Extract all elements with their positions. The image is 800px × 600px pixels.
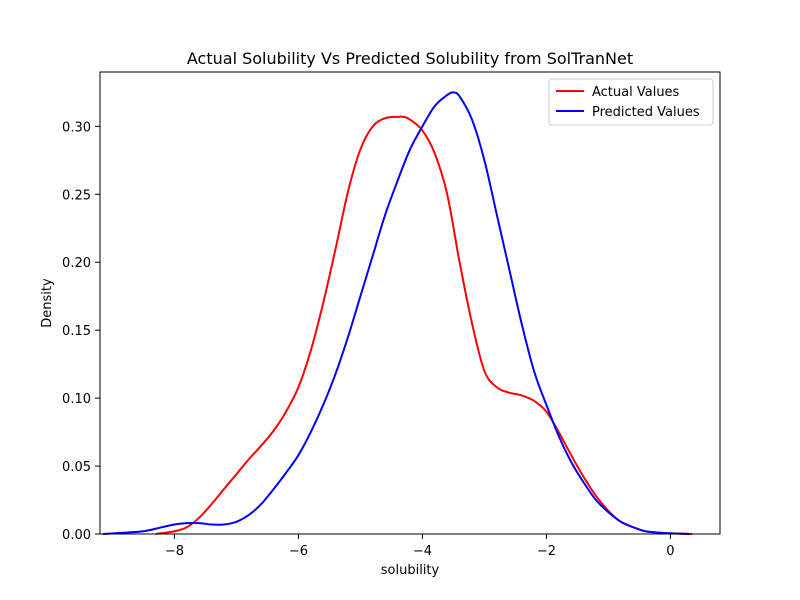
y-axis-title: Density [40, 278, 55, 328]
y-tick-label: 0.15 [62, 324, 91, 339]
x-axis-title: solubility [381, 563, 440, 578]
y-axis: 0.00 0.05 0.10 0.15 0.20 0.25 0.30 [62, 120, 100, 543]
series-layer [103, 91, 693, 535]
chart-title: Actual Solubility Vs Predicted Solubilit… [187, 49, 633, 68]
legend: Actual Values Predicted Values [548, 78, 714, 126]
x-axis: −8 −6 −4 −2 0 [165, 534, 675, 559]
series-line-actual [155, 115, 693, 535]
y-tick-label: 0.30 [62, 120, 91, 135]
y-tick-label: 0.10 [62, 392, 91, 407]
legend-label-actual: Actual Values [592, 85, 680, 100]
legend-label-predicted: Predicted Values [592, 105, 700, 120]
legend-box [548, 78, 714, 126]
y-tick-label: 0.05 [62, 460, 91, 475]
plot-frame [99, 71, 721, 535]
x-tick-label: −4 [413, 544, 432, 559]
y-tick-label: 0.20 [62, 256, 91, 271]
series-line-predicted [103, 91, 690, 535]
y-tick-label: 0.00 [62, 528, 91, 543]
y-tick-label: 0.25 [62, 188, 91, 203]
x-tick-label: −8 [165, 544, 184, 559]
x-tick-label: −6 [289, 544, 308, 559]
x-tick-label: −2 [537, 544, 556, 559]
x-tick-label: 0 [666, 544, 674, 559]
